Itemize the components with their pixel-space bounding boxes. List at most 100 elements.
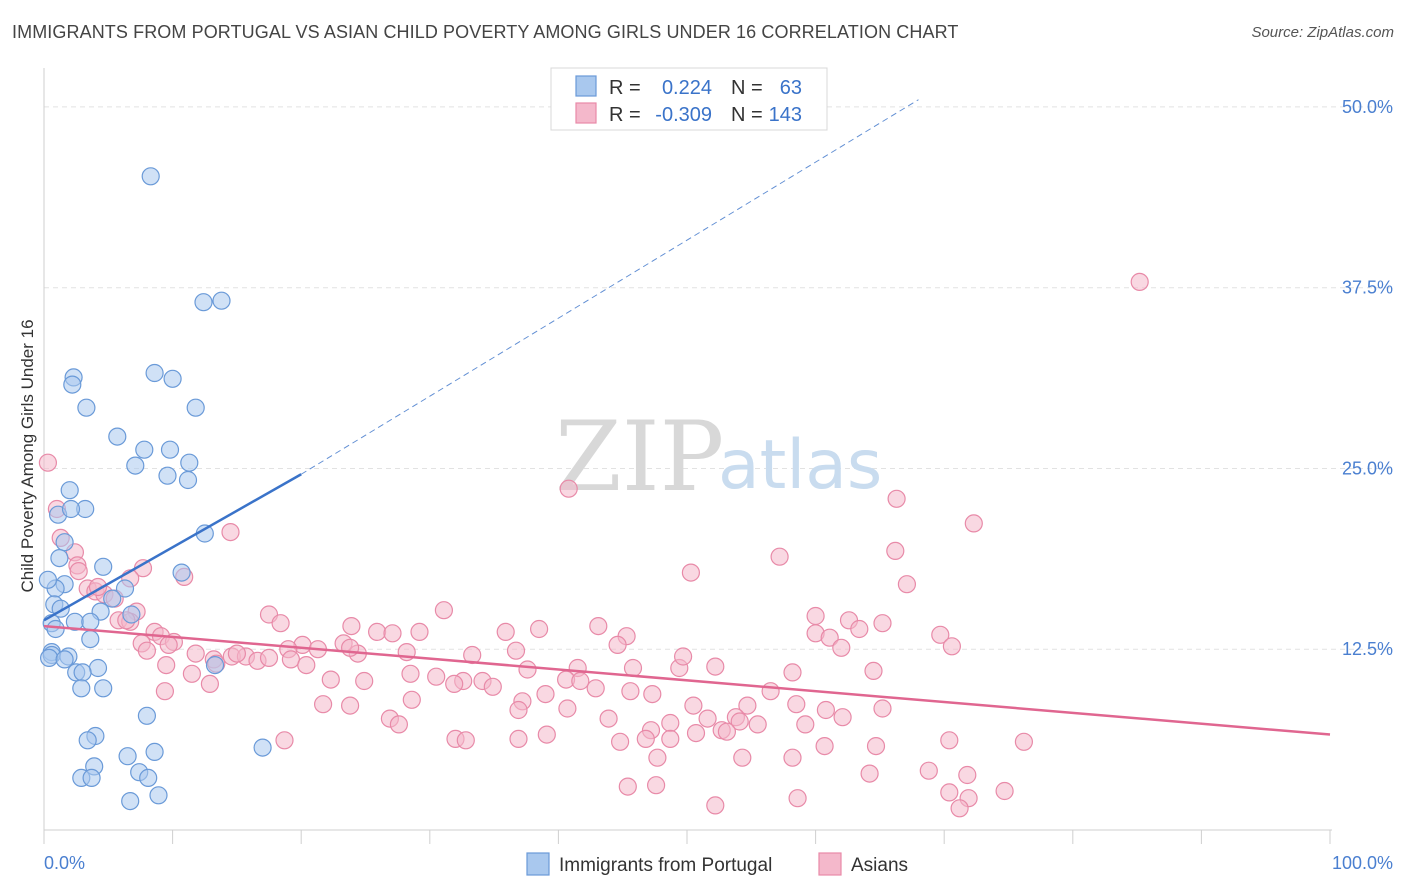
asians-point-94 [314, 695, 333, 714]
legend-n-label-2: N = [731, 104, 763, 126]
legend-r-value-1: 0.224 [662, 77, 712, 99]
asians-point-125 [866, 736, 886, 756]
correlation-legend: R = 0.224 N = 63 R = -0.309 N = 143 [550, 67, 828, 131]
x-tick-label-start: 0.0% [44, 853, 85, 873]
asians-point-14 [681, 563, 701, 582]
asians-point-126 [648, 748, 667, 767]
asians-point-0 [1130, 272, 1149, 291]
portugal-point-10 [135, 440, 154, 459]
asians-point-130 [919, 761, 938, 780]
portugal-point-0 [141, 167, 160, 186]
trend-lines [43, 99, 1331, 736]
portugal-point-59 [149, 786, 168, 805]
asians-point-6 [221, 522, 240, 542]
asians-point-119 [537, 725, 556, 744]
portugal-point-20 [55, 533, 74, 552]
asians-point-146 [518, 660, 537, 679]
portugal-trend-extension [300, 99, 919, 475]
asians-point-123 [1014, 732, 1034, 751]
portugal-point-43 [88, 658, 108, 678]
asians-point-142 [159, 635, 178, 655]
asians-point-99 [816, 700, 836, 720]
asians-point-147 [341, 638, 360, 657]
portugal-point-26 [115, 579, 135, 598]
asians-point-97 [558, 699, 577, 718]
bottom-swatch-portugal [526, 852, 550, 876]
legend-n-value-1: 63 [780, 77, 802, 99]
asians-point-38 [496, 622, 515, 642]
asians-point-1 [38, 453, 58, 472]
asians-point-23 [434, 601, 453, 620]
asians-point-104 [661, 713, 680, 733]
asians-point-127 [733, 748, 752, 767]
asians-trend-line [43, 624, 1331, 736]
portugal-point-9 [108, 427, 127, 446]
portugal-point-50 [78, 731, 97, 750]
asians-point-138 [788, 789, 807, 808]
portugal-point-62 [61, 499, 81, 519]
legend-n-value-2: 143 [769, 104, 802, 126]
asians-point-131 [958, 765, 977, 785]
portugal-point-46 [72, 679, 91, 698]
y-tick-label-3: 50.0% [1342, 97, 1393, 117]
asians-point-77 [355, 671, 374, 691]
asians-point-74 [401, 664, 420, 683]
portugal-point-4 [163, 369, 182, 388]
asians-point-42 [820, 628, 839, 647]
chart-title: IMMIGRANTS FROM PORTUGAL VS ASIAN CHILD … [12, 22, 959, 42]
asians-point-82 [200, 674, 219, 694]
y-tick-label-2: 37.5% [1342, 278, 1393, 298]
y-tick-label-1: 25.0% [1342, 458, 1393, 478]
portugal-point-3 [145, 363, 164, 383]
portugal-point-35 [46, 619, 65, 639]
asians-point-87 [621, 682, 640, 701]
portugal-point-11 [160, 440, 180, 459]
asians-point-12 [69, 561, 88, 581]
asians-point-92 [684, 696, 703, 715]
legend-r-value-2: -0.309 [655, 104, 712, 126]
asians-point-73 [182, 664, 201, 683]
portugal-point-53 [145, 742, 164, 762]
portugal-point-51 [253, 738, 272, 757]
portugal-point-61 [38, 570, 58, 589]
asians-point-37 [410, 622, 429, 642]
x-tick-label-end: 100.0% [1332, 853, 1393, 873]
asians-point-115 [275, 731, 294, 750]
asians-point-88 [643, 684, 662, 704]
bottom-legend-portugal: Immigrants from Portugal [559, 855, 772, 876]
asians-point-150 [673, 647, 693, 666]
asians-point-106 [796, 715, 815, 734]
portugal-points [38, 167, 272, 811]
asians-point-55 [942, 637, 962, 656]
asians-point-121 [636, 729, 655, 749]
asians-point-71 [783, 663, 802, 682]
asians-point-109 [389, 715, 408, 734]
asians-point-40 [383, 624, 402, 643]
asians-point-33 [529, 619, 549, 639]
portugal-point-36 [81, 629, 100, 649]
asians-point-103 [599, 709, 618, 728]
portugal-point-13 [180, 453, 199, 472]
asians-point-137 [618, 777, 637, 796]
asians-point-9 [886, 541, 905, 561]
asians-point-118 [509, 729, 528, 749]
asians-point-44 [931, 625, 950, 644]
portugal-point-45 [73, 663, 92, 682]
asians-point-3 [887, 489, 906, 508]
portugal-point-1 [194, 293, 213, 312]
bottom-swatch-asians [818, 852, 842, 876]
portugal-point-47 [94, 679, 113, 698]
legend-r-label-1: R = [609, 77, 641, 99]
portugal-point-2 [212, 291, 231, 310]
asians-point-132 [995, 781, 1014, 801]
asians-point-89 [761, 682, 780, 701]
asians-point-75 [427, 667, 446, 686]
asians-point-148 [748, 715, 767, 734]
asians-point-66 [297, 655, 316, 675]
asians-point-70 [706, 657, 725, 676]
asians-point-60 [186, 644, 205, 663]
asians-point-85 [536, 684, 555, 704]
asians-point-144 [227, 644, 246, 663]
axes [43, 68, 1332, 844]
source-label: Source: ZipAtlas.com [1251, 24, 1394, 41]
